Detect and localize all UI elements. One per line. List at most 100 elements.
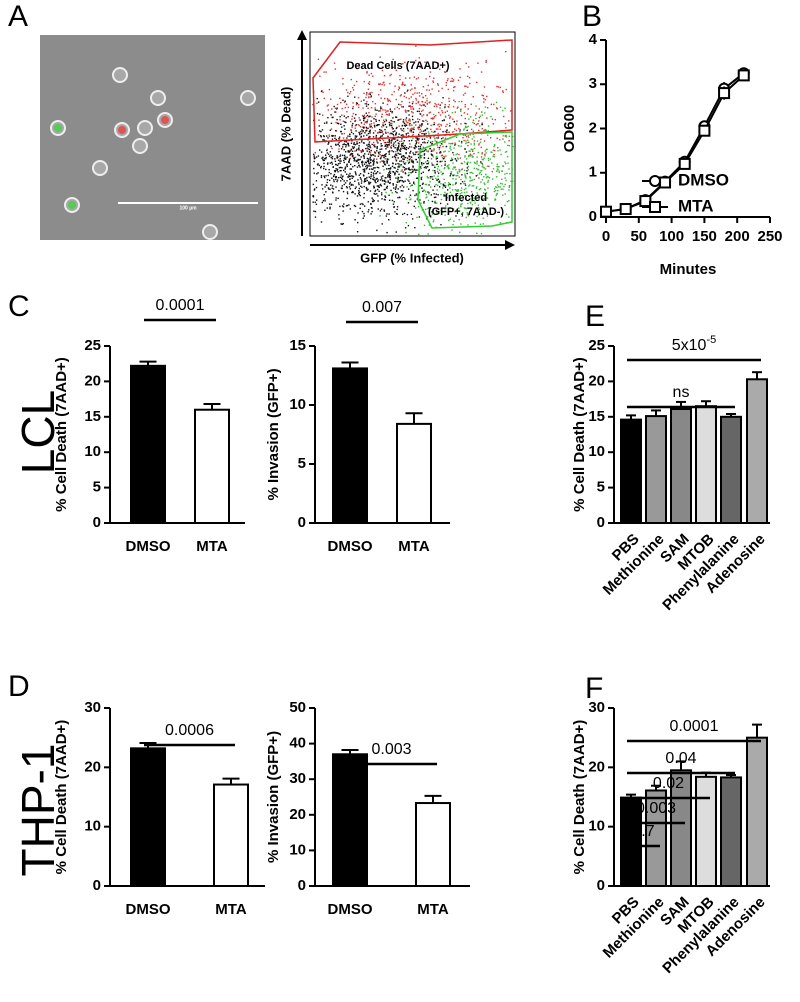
y-tick-label: 3 (589, 75, 597, 92)
significance-label: 0.7 (632, 823, 654, 840)
significance-text: 0.04 (665, 750, 696, 767)
y-axis-label: % Invasion (GFP+) (265, 368, 282, 500)
flow-plot: Dead Cells (7AAD+) Infected (GFP+, 7AAD-… (278, 30, 516, 265)
significance-label: 0.04 (665, 750, 696, 767)
bar (746, 736, 768, 888)
marker (698, 124, 711, 137)
y-tick-label: 2 (589, 119, 597, 136)
x-tick-label: DMSO (328, 538, 373, 555)
row-label: LCL (12, 390, 64, 474)
marker (639, 195, 652, 208)
axis-label: GFP (% Infected) (360, 250, 464, 265)
row-label: THP-1 (12, 744, 64, 877)
x-tick-label: 250 (757, 228, 782, 245)
panel-label: E (585, 300, 605, 333)
y-tick-label: 1 (589, 164, 597, 181)
y-tick-label: 0 (298, 877, 306, 894)
y-tick-label: 0 (93, 877, 101, 894)
significance-label: 0.003 (636, 800, 676, 817)
significance-text: 0.7 (632, 823, 654, 840)
significance-label: ns (673, 384, 690, 401)
significance-text: 0.02 (653, 775, 684, 792)
x-axis-label: Minutes (660, 261, 717, 278)
marker (737, 69, 750, 82)
gate-label: Infected (445, 192, 487, 204)
x-tick-label: DMSO (328, 901, 373, 918)
significance-label: 0.007 (362, 299, 402, 316)
y-tick-label: 15 (289, 337, 306, 354)
bar (194, 408, 230, 524)
bar (130, 364, 166, 524)
y-tick-label: 5 (597, 479, 605, 496)
panel-label: C (8, 290, 30, 323)
panel-label: A (8, 0, 28, 33)
bar (130, 747, 166, 888)
bar (695, 405, 717, 524)
gate-label: (GFP+, 7AAD-) (428, 206, 504, 218)
microscopy-image: 100 µm (40, 35, 265, 240)
y-tick-label: 0 (597, 877, 605, 894)
marker (659, 176, 672, 189)
y-axis-label: % Invasion (GFP+) (265, 731, 282, 863)
significance-label: 5x10-5 (672, 334, 716, 354)
y-tick-label: 25 (588, 337, 605, 354)
y-axis-label: % Cell Death (7AAD+) (53, 357, 70, 512)
panel-label: F (585, 672, 603, 705)
y-tick-label: 30 (588, 699, 605, 716)
y-tick-label: 30 (84, 699, 101, 716)
y-tick-label: 15 (84, 408, 101, 425)
marker (718, 87, 731, 100)
bar (620, 418, 642, 524)
bar (332, 367, 368, 525)
x-tick-label: 0 (602, 228, 610, 245)
x-tick-label: 150 (692, 228, 717, 245)
y-tick-label: 0 (298, 514, 306, 531)
x-tick-label: 200 (725, 228, 750, 245)
bar (746, 378, 768, 524)
legend-label: DMSO (678, 170, 729, 189)
significance-sup: -5 (706, 334, 716, 346)
bar (415, 802, 451, 887)
y-tick-label: 40 (289, 735, 306, 752)
y-tick-label: 5 (93, 479, 101, 496)
y-tick-label: 0 (597, 514, 605, 531)
gate-label: Dead Cells (7AAD+) (346, 60, 449, 72)
y-tick-label: 20 (84, 372, 101, 389)
x-tick-label: MTA (417, 901, 449, 918)
y-axis-label: % Cell Death (7AAD+) (53, 720, 70, 875)
x-tick-label: MTA (196, 538, 228, 555)
y-tick-label: 20 (588, 758, 605, 775)
bar (645, 415, 667, 525)
y-axis-label: % Cell Death (7AAD+) (571, 357, 588, 512)
bar (695, 775, 717, 887)
y-tick-label: 25 (84, 337, 101, 354)
bar (670, 408, 692, 524)
panel-label: B (582, 0, 602, 33)
y-tick-label: 0 (589, 208, 597, 225)
significance-label: 0.02 (653, 775, 684, 792)
y-axis-label: % Cell Death (7AAD+) (571, 720, 588, 875)
y-tick-label: 50 (289, 699, 306, 716)
y-tick-label: 10 (588, 818, 605, 835)
significance-text: 0.003 (636, 800, 676, 817)
y-tick-label: 10 (289, 396, 306, 413)
y-tick-label: 10 (84, 818, 101, 835)
significance-label: 0.003 (371, 741, 411, 758)
x-tick-label: 100 (659, 228, 684, 245)
y-axis-label: OD600 (561, 105, 578, 153)
legend-marker (649, 201, 661, 213)
x-tick-label: DMSO (126, 901, 171, 918)
significance-label: 0.0001 (156, 297, 205, 314)
marker (619, 203, 632, 216)
y-tick-label: 5 (298, 455, 306, 472)
y-tick-label: 10 (588, 443, 605, 460)
bar (645, 789, 667, 887)
x-tick-label: DMSO (126, 538, 171, 555)
x-tick-label: 50 (630, 228, 647, 245)
significance-text: ns (673, 384, 690, 401)
significance-label: 0.0001 (670, 718, 719, 735)
marker (600, 205, 612, 218)
bar (720, 776, 742, 887)
significance-text: 0.0006 (165, 722, 214, 739)
